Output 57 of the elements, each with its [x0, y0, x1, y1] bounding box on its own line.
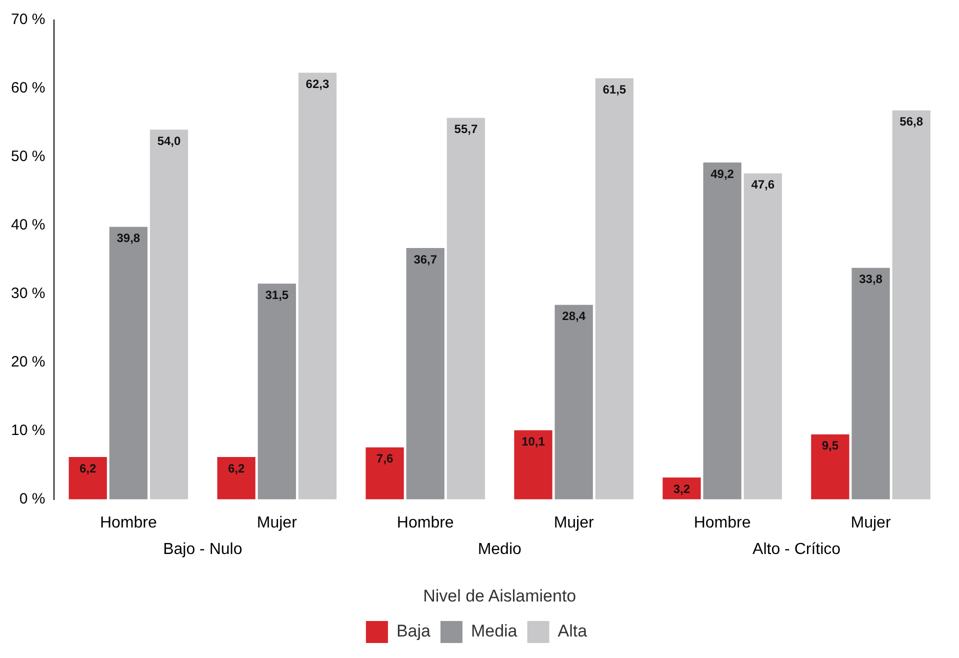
x-tick-label: Hombre	[694, 514, 751, 532]
y-tick-label: 60 %	[10, 80, 46, 97]
data-label: 39,8	[116, 231, 140, 246]
data-label: 6,2	[80, 461, 97, 476]
data-label: 31,5	[265, 288, 289, 302]
bar	[258, 284, 296, 500]
data-label: 61,5	[602, 82, 626, 97]
text: Alto - Crítico	[752, 540, 841, 558]
data-label: 47,6	[751, 178, 775, 192]
y-tick-label: 30 %	[10, 285, 46, 302]
data-label: 49,2	[710, 166, 734, 181]
bar	[217, 456, 256, 500]
x-tick-label: Mujer	[554, 514, 594, 532]
bar	[554, 304, 593, 500]
legend-label: Alta	[558, 622, 588, 641]
x-tick-label: Hombre	[100, 514, 157, 532]
bar	[514, 430, 552, 500]
x-axis-title: Nivel de Aislamiento	[423, 586, 576, 606]
bar	[298, 72, 337, 500]
bar	[892, 110, 930, 500]
text: Bajo - Nulo	[163, 540, 242, 558]
bar	[68, 456, 107, 500]
data-label: 36,7	[414, 252, 438, 266]
y-tick-label: 50 %	[10, 148, 46, 166]
data-label: 33,8	[859, 272, 883, 286]
legend-label: Baja	[396, 622, 432, 641]
x-tick-label: Hombre	[396, 514, 454, 532]
data-label: 55,7	[454, 122, 478, 136]
bar	[595, 78, 634, 500]
x-tick-label: Mujer	[850, 514, 892, 532]
data-label: 54,0	[157, 134, 182, 148]
text: Medio	[478, 540, 522, 558]
bar	[662, 477, 701, 500]
bar	[811, 434, 850, 500]
data-label: 3,2	[673, 482, 690, 496]
bar	[150, 130, 188, 500]
bar	[406, 248, 444, 500]
data-label: 62,3	[306, 77, 330, 92]
x-tick-label: Mujer	[256, 514, 298, 532]
y-tick-label: 20 %	[10, 354, 46, 371]
y-tick-label: 10 %	[10, 422, 46, 440]
bar	[744, 173, 782, 500]
bar	[703, 162, 742, 500]
bar	[366, 447, 404, 500]
bar	[109, 226, 148, 500]
data-label: 6,2	[228, 461, 245, 476]
data-label: 56,8	[900, 114, 924, 129]
data-label: 10,1	[522, 434, 546, 449]
y-tick-label: 40 %	[10, 216, 46, 234]
y-tick-label: 0 %	[19, 490, 46, 508]
data-label: 9,5	[822, 438, 839, 453]
data-label: 28,4	[562, 309, 586, 324]
bar	[852, 268, 890, 500]
y-tick-label: 70 %	[10, 11, 46, 28]
bar	[446, 118, 486, 500]
legend-label: Media	[470, 622, 518, 641]
data-label: 7,6	[376, 452, 394, 466]
